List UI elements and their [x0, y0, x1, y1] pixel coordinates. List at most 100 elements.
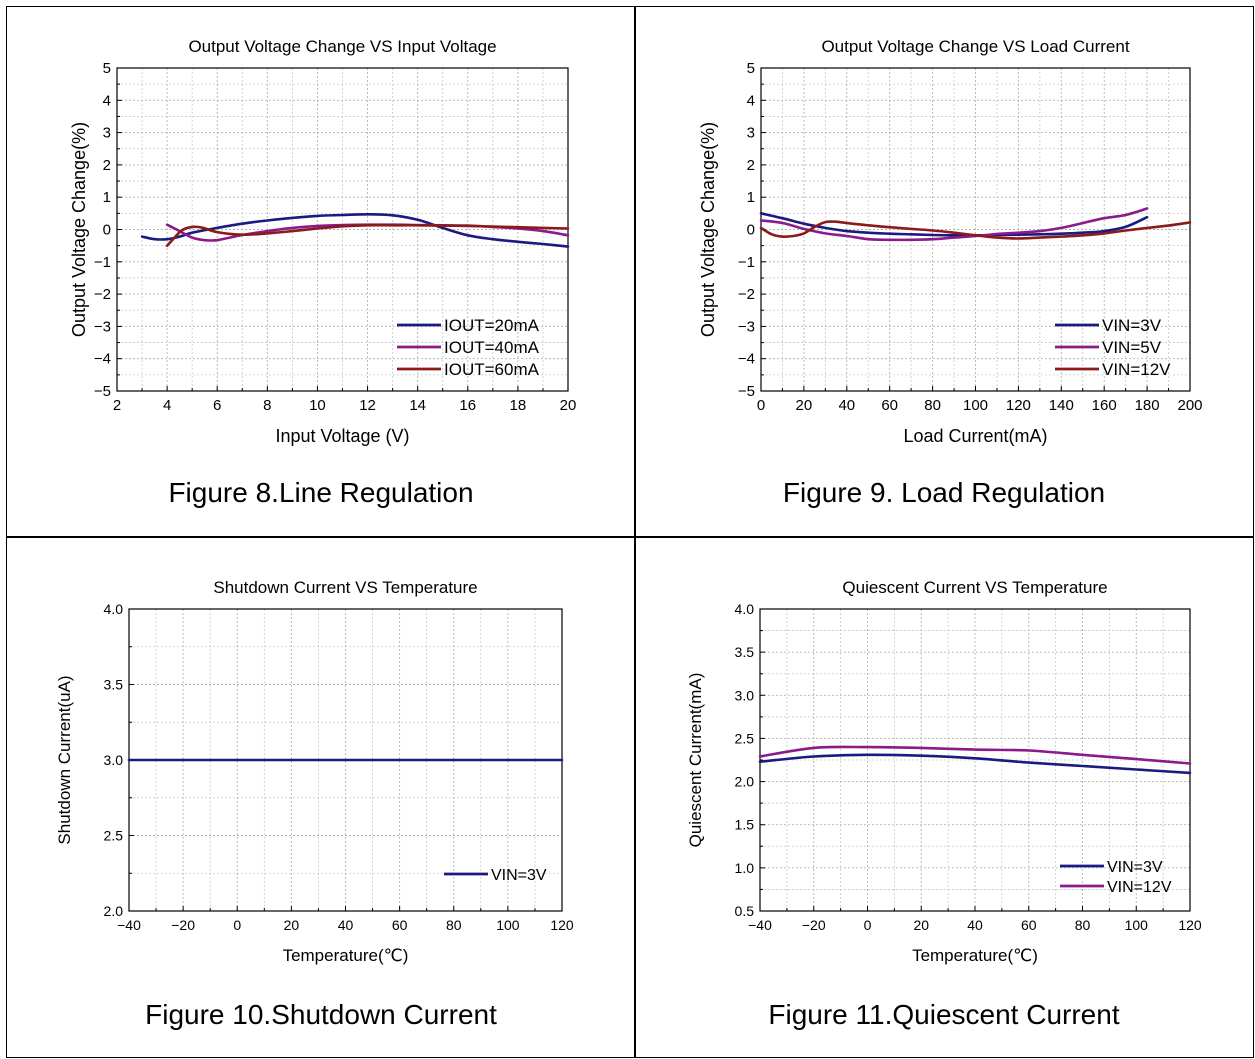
- y-tick-label: 2.5: [104, 828, 124, 844]
- figure-caption: Figure 9. Load Regulation: [782, 477, 1106, 508]
- x-tick-label: 6: [213, 397, 221, 414]
- series-group: [140, 213, 570, 248]
- x-tick-label: 10: [309, 397, 326, 414]
- series-line: [140, 213, 570, 248]
- legend-label: VIN=5V: [1102, 338, 1162, 357]
- x-tick-label: −20: [171, 917, 195, 933]
- y-axis-label: Shutdown Current(uA): [55, 675, 74, 844]
- grid: [760, 67, 1191, 392]
- y-tick-label: 2.5: [735, 730, 755, 746]
- y-tick-label: 1.0: [735, 860, 755, 876]
- figure-11-panel: −40 −20 0 20 40 60 80 100 120 0.5 1.0 1.5 2.0 2.5 3.0 3…: [634, 536, 1254, 1058]
- y-axis: −5 −4 −3 −2 −1 0 1 2 3 4 5: [94, 60, 122, 400]
- x-tick-label: 40: [967, 917, 983, 933]
- x-tick-label: 40: [838, 397, 855, 414]
- series-line: [759, 212, 1149, 237]
- y-tick-label: −3: [738, 318, 755, 335]
- series-line: [759, 207, 1149, 242]
- y-tick-label: 1: [103, 189, 111, 206]
- figure-9-panel: 0 20 40 60 80 100 120 140 160 180 200 −5 −4 −3 −2 −1 0 1 2…: [634, 6, 1254, 538]
- legend-label: VIN=3V: [1102, 316, 1162, 335]
- x-tick-label: 16: [459, 397, 476, 414]
- x-tick-label: 80: [1075, 917, 1091, 933]
- x-tick-label: 20: [796, 397, 813, 414]
- legend-label: VIN=12V: [1107, 879, 1172, 896]
- x-axis: 2 4 6 8 10 12 14 16 18 20: [113, 386, 577, 414]
- chart-title: Quiescent Current VS Temperature: [842, 578, 1107, 597]
- y-tick-label: 3: [747, 125, 755, 142]
- y-tick-label: 3.0: [735, 687, 755, 703]
- series-line: [758, 745, 1192, 765]
- y-tick-label: 2: [747, 157, 755, 174]
- y-tick-label: 1.5: [735, 817, 755, 833]
- legend: VIN=3V: [444, 867, 547, 884]
- y-axis: 0.5 1.0 1.5 2.0 2.5 3.0 3.5 4.0: [735, 601, 765, 919]
- x-tick-label: 120: [550, 917, 574, 933]
- x-tick-label: 20: [560, 397, 577, 414]
- x-tick-label: 4: [163, 397, 171, 414]
- figure-caption: Figure 8.Line Regulation: [168, 477, 474, 508]
- x-tick-label: 100: [496, 917, 520, 933]
- y-tick-label: 3: [103, 125, 111, 142]
- y-tick-label: −4: [94, 351, 111, 368]
- x-tick-label: 140: [1049, 397, 1074, 414]
- y-tick-label: 2.0: [735, 774, 755, 790]
- figure-8-panel: 2 4 6 8 10 12 14 16 18 20 −5 −4 −3 −2 −1 0 1 2 3 4 5 Output V…: [6, 6, 636, 538]
- y-tick-label: −5: [94, 383, 111, 400]
- y-axis-label: Output Voltage Change(%): [69, 122, 89, 337]
- x-tick-label: 160: [1092, 397, 1117, 414]
- x-tick-label: 20: [284, 917, 300, 933]
- figure-caption: Figure 11.Quiescent Current: [768, 999, 1120, 1030]
- y-tick-label: 4.0: [104, 601, 124, 617]
- y-tick-label: 3.0: [104, 752, 124, 768]
- series-line: [165, 223, 570, 247]
- y-tick-label: 1: [747, 189, 755, 206]
- x-tick-label: 2: [113, 397, 121, 414]
- chart-title: Output Voltage Change VS Input Voltage: [188, 37, 496, 56]
- y-tick-label: −1: [738, 254, 755, 271]
- x-tick-label: 100: [1125, 917, 1149, 933]
- x-tick-label: 200: [1177, 397, 1202, 414]
- x-tick-label: 20: [913, 917, 929, 933]
- legend: IOUT=20mA IOUT=40mA IOUT=60mA: [397, 316, 540, 379]
- x-tick-label: 120: [1178, 917, 1202, 933]
- y-axis-label: Quiescent Current(mA): [686, 673, 705, 848]
- y-tick-label: −2: [94, 286, 111, 303]
- x-tick-label: −40: [117, 917, 141, 933]
- x-tick-label: 0: [757, 397, 765, 414]
- load-regulation-chart: 0 20 40 60 80 100 120 140 160 180 200 −5 −4 −3 −2 −1 0 1 2…: [698, 37, 1203, 446]
- x-axis-label: Load Current(mA): [903, 426, 1047, 446]
- x-tick-label: 80: [924, 397, 941, 414]
- legend-label: IOUT=40mA: [444, 338, 540, 357]
- y-tick-label: 5: [747, 60, 755, 77]
- y-tick-label: 4: [103, 92, 111, 109]
- x-tick-label: 12: [359, 397, 376, 414]
- y-tick-label: 5: [103, 60, 111, 77]
- x-tick-label: 18: [510, 397, 527, 414]
- x-tick-label: 0: [864, 917, 872, 933]
- x-axis-label: Input Voltage (V): [275, 426, 409, 446]
- x-tick-label: 40: [338, 917, 354, 933]
- figure-grid: 2 4 6 8 10 12 14 16 18 20 −5 −4 −3 −2 −1 0 1 2 3 4 5 Output V…: [6, 6, 1254, 1058]
- legend-label: VIN=3V: [1107, 859, 1163, 876]
- legend: VIN=3V VIN=5V VIN=12V: [1055, 316, 1171, 379]
- x-axis: −40 −20 0 20 40 60 80 100 120: [117, 906, 574, 933]
- y-tick-label: 0: [103, 222, 111, 239]
- y-tick-label: 3.5: [735, 644, 755, 660]
- y-tick-label: 4.0: [735, 601, 755, 617]
- y-tick-label: 3.5: [104, 677, 124, 693]
- y-tick-label: 2.0: [104, 903, 124, 919]
- legend-label: IOUT=20mA: [444, 316, 540, 335]
- legend: VIN=3V VIN=12V: [1060, 859, 1172, 896]
- y-tick-label: 0: [747, 222, 755, 239]
- y-tick-label: −1: [94, 254, 111, 271]
- y-tick-label: 2: [103, 157, 111, 174]
- quiescent-current-chart: −40 −20 0 20 40 60 80 100 120 0.5 1.0 1.5 2.0 2.5 3.0 3…: [686, 578, 1202, 965]
- y-tick-label: −5: [738, 383, 755, 400]
- x-tick-label: 60: [1021, 917, 1037, 933]
- y-tick-label: −3: [94, 318, 111, 335]
- y-tick-label: −2: [738, 286, 755, 303]
- legend-label: VIN=3V: [491, 867, 547, 884]
- y-tick-label: −4: [738, 351, 755, 368]
